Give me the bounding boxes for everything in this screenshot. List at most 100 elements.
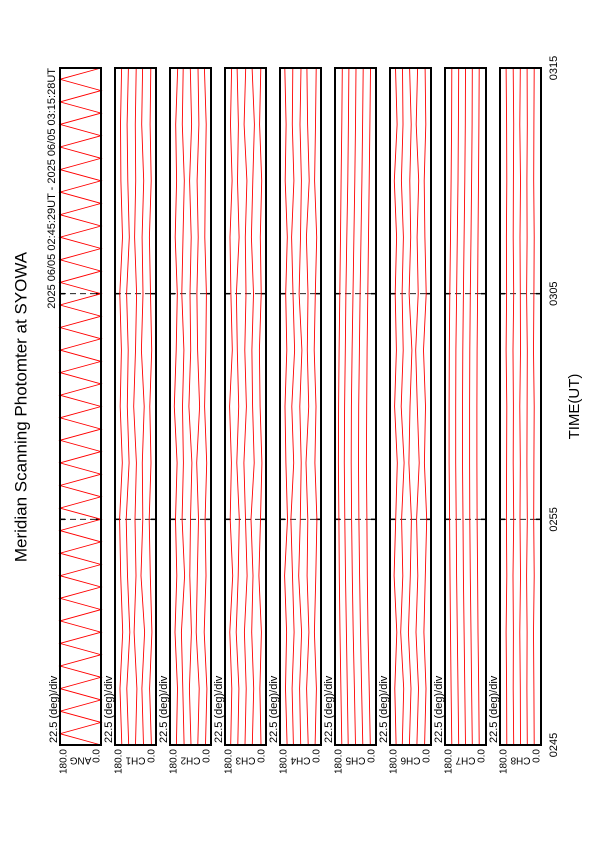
scan-line bbox=[365, 67, 371, 746]
scan-line bbox=[423, 67, 428, 746]
y-tick-label: 180.0 bbox=[114, 749, 125, 774]
panel-label: CH7 bbox=[455, 754, 475, 765]
panel-label: CH4 bbox=[290, 754, 310, 765]
panel-label: CH8 bbox=[510, 754, 530, 765]
y-tick-label: 0.0 bbox=[147, 749, 158, 763]
scan-line bbox=[393, 67, 398, 746]
scan-line bbox=[258, 67, 263, 746]
x-axis-label: TIME(UT) bbox=[566, 374, 583, 440]
y-tick-label: 180.0 bbox=[334, 749, 345, 774]
y-tick-label: 180.0 bbox=[59, 749, 70, 774]
scan-line bbox=[250, 67, 255, 746]
scan-line bbox=[358, 67, 364, 746]
scale-label: 22.5 (deg)/div bbox=[378, 675, 390, 743]
scan-line bbox=[455, 67, 460, 746]
scan-line bbox=[235, 67, 240, 746]
scan-line bbox=[462, 67, 466, 746]
panel-border bbox=[334, 67, 377, 746]
scan-line bbox=[119, 67, 124, 746]
y-tick-label: 0.0 bbox=[202, 749, 213, 763]
panel-label: ANG bbox=[69, 754, 91, 765]
y-tick-label: 0.0 bbox=[422, 749, 433, 763]
scale-label: 22.5 (deg)/div bbox=[323, 675, 335, 743]
scale-label: 22.5 (deg)/div bbox=[48, 675, 60, 743]
panel-border bbox=[444, 67, 487, 746]
scan-line bbox=[148, 67, 153, 746]
scan-line bbox=[519, 67, 521, 746]
y-tick-label: 0.0 bbox=[367, 749, 378, 763]
scan-line bbox=[350, 67, 357, 746]
scan-line bbox=[203, 67, 208, 746]
panel-label: CH6 bbox=[400, 754, 420, 765]
y-tick-label: 180.0 bbox=[444, 749, 455, 774]
chart-title: Meridian Scanning Photomter at SYOWA bbox=[11, 251, 30, 562]
x-tick-label: 0315 bbox=[548, 56, 560, 80]
scan-line bbox=[448, 67, 453, 746]
scan-line bbox=[284, 67, 288, 746]
scan-line bbox=[243, 67, 248, 746]
scan-line bbox=[290, 67, 296, 746]
y-tick-label: 0.0 bbox=[92, 749, 103, 763]
scan-line bbox=[505, 67, 508, 746]
panel-border bbox=[389, 67, 432, 746]
scan-line bbox=[195, 67, 201, 746]
scan-line bbox=[343, 67, 350, 746]
y-tick-label: 0.0 bbox=[477, 749, 488, 763]
scan-line bbox=[305, 67, 310, 746]
scan-line bbox=[298, 67, 303, 746]
scan-line bbox=[337, 67, 343, 746]
y-tick-label: 0.0 bbox=[312, 749, 323, 763]
scan-line bbox=[476, 67, 480, 746]
panel-label: CH5 bbox=[345, 754, 365, 765]
scale-label: 22.5 (deg)/div bbox=[213, 675, 225, 743]
panel-frame bbox=[115, 68, 156, 745]
panel-frame bbox=[60, 68, 101, 745]
scan-line bbox=[512, 67, 515, 746]
x-tick-label: 0305 bbox=[548, 281, 560, 305]
chart-subtitle: 2025 06/05 02:45:29UT - 2025 06/05 03:15… bbox=[46, 68, 58, 309]
scan-line bbox=[125, 67, 131, 746]
panel-border bbox=[59, 67, 102, 746]
scan-line bbox=[313, 67, 318, 746]
panel-border bbox=[499, 67, 542, 746]
y-tick-label: 180.0 bbox=[389, 749, 400, 774]
panel-border bbox=[114, 67, 157, 746]
scale-label: 22.5 (deg)/div bbox=[103, 675, 115, 743]
scan-line bbox=[180, 67, 186, 746]
panel-frame bbox=[390, 68, 431, 745]
panel-frame bbox=[225, 68, 266, 745]
x-tick-label: 0245 bbox=[548, 733, 560, 757]
scale-label: 22.5 (deg)/div bbox=[488, 675, 500, 743]
scale-label: 22.5 (deg)/div bbox=[158, 675, 170, 743]
scan-line bbox=[188, 67, 193, 746]
y-tick-label: 0.0 bbox=[257, 749, 268, 763]
panel-frame bbox=[170, 68, 211, 745]
y-tick-label: 0.0 bbox=[532, 749, 543, 763]
panel-border bbox=[169, 67, 212, 746]
panel-border bbox=[224, 67, 267, 746]
scan-line bbox=[469, 67, 473, 746]
scan-line bbox=[400, 67, 405, 746]
scale-label: 22.5 (deg)/div bbox=[268, 675, 280, 743]
panel-label: CH2 bbox=[180, 754, 200, 765]
scan-line bbox=[533, 67, 535, 746]
scan-line bbox=[407, 67, 413, 746]
panel-frame bbox=[445, 68, 486, 745]
scale-label: 22.5 (deg)/div bbox=[433, 675, 445, 743]
y-tick-label: 180.0 bbox=[169, 749, 180, 774]
x-tick-label: 0255 bbox=[548, 507, 560, 531]
panel-label: CH1 bbox=[125, 754, 145, 765]
scan-line bbox=[173, 67, 179, 746]
y-tick-label: 180.0 bbox=[499, 749, 510, 774]
scan-line bbox=[229, 67, 234, 746]
scan-line bbox=[140, 67, 146, 746]
y-tick-label: 180.0 bbox=[279, 749, 290, 774]
panel-label: CH3 bbox=[235, 754, 255, 765]
scan-line bbox=[415, 67, 420, 746]
panel-frame bbox=[280, 68, 321, 745]
y-tick-label: 180.0 bbox=[224, 749, 235, 774]
landscape-chart: Meridian Scanning Photomter at SYOWA 202… bbox=[11, 56, 582, 774]
panel-frame bbox=[500, 68, 541, 745]
